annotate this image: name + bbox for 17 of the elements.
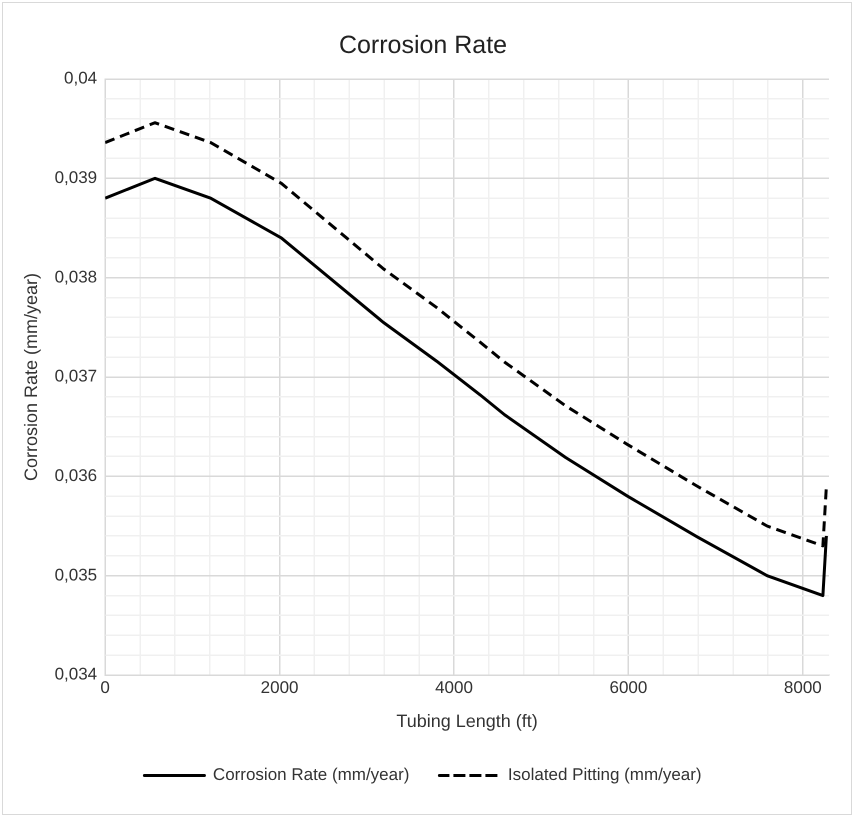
x-tick-label: 2000: [260, 678, 298, 697]
y-tick-label: 0,039: [54, 168, 98, 188]
x-axis-title: Tubing Length (ft): [396, 711, 538, 732]
y-tick-label: 0,035: [54, 565, 98, 584]
y-tick-label: 0,034: [54, 664, 98, 684]
y-tick-label: 0,04: [64, 68, 98, 88]
chart-title: Corrosion Rate: [338, 30, 508, 59]
x-tick-label: 0: [100, 678, 110, 697]
x-tick-label: 8000: [784, 678, 822, 697]
y-tick-label: 0,036: [54, 466, 98, 486]
x-tick-label: 4000: [435, 678, 473, 697]
y-tick-label: 0,038: [54, 267, 98, 286]
legend-label: Isolated Pitting (mm/year): [508, 765, 702, 784]
legend-label: Corrosion Rate (mm/year): [212, 765, 410, 784]
y-axis-title: Corrosion Rate (mm/year): [20, 272, 41, 482]
y-tick-label: 0,037: [54, 366, 98, 386]
x-tick-label: 6000: [610, 678, 648, 697]
